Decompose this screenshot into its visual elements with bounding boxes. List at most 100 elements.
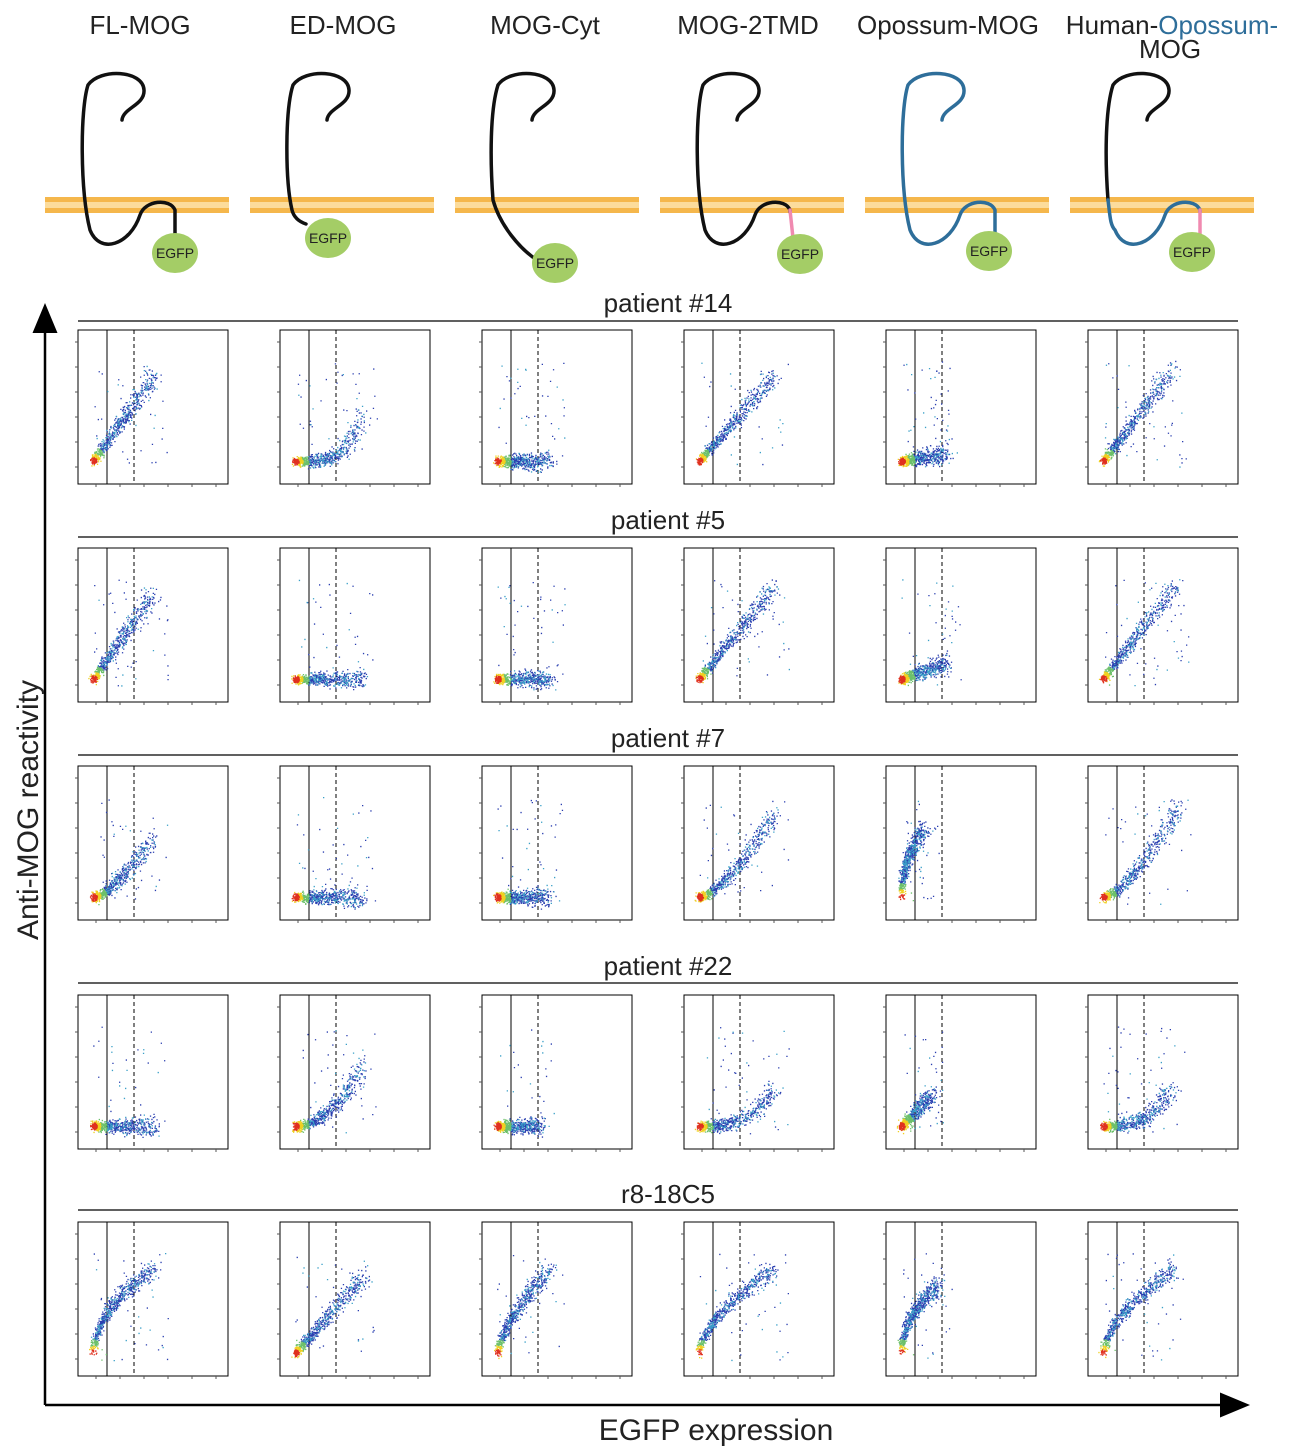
events xyxy=(1099,890,1112,904)
events xyxy=(1098,453,1111,467)
events xyxy=(701,449,710,459)
plot-frame xyxy=(77,547,229,703)
events xyxy=(494,457,502,466)
membrane-core xyxy=(45,202,229,208)
flow-plot xyxy=(883,547,1037,705)
events xyxy=(90,675,98,684)
egfp xyxy=(532,243,578,283)
flow-plot xyxy=(681,329,835,487)
events xyxy=(98,888,108,906)
events xyxy=(1100,675,1108,684)
protein-chain xyxy=(489,71,556,264)
events xyxy=(898,1122,906,1131)
events xyxy=(695,1345,705,1359)
column-title: MOG-Cyt xyxy=(490,10,601,40)
plot-frame xyxy=(1087,1221,1239,1377)
events xyxy=(1100,1349,1107,1356)
column-title: MOG-2TMD xyxy=(677,10,819,40)
events xyxy=(899,1253,953,1354)
egfp-label: EGFP xyxy=(1173,244,1211,260)
protein-chain xyxy=(695,71,792,246)
events xyxy=(308,1030,367,1134)
egfp-label: EGFP xyxy=(970,243,1008,259)
events xyxy=(1099,893,1108,901)
row-label: patient #14 xyxy=(604,288,733,318)
egfp xyxy=(305,218,351,258)
events xyxy=(1098,671,1111,683)
membrane-core xyxy=(455,202,639,208)
events xyxy=(1105,360,1187,464)
protein-chain xyxy=(80,71,177,246)
plot-frame xyxy=(77,329,229,485)
flow-plot xyxy=(681,547,835,705)
events xyxy=(710,1027,790,1135)
plot-frame xyxy=(279,1221,431,1377)
row-label: patient #7 xyxy=(611,723,725,753)
construct: EGFP xyxy=(1070,71,1254,272)
flow-plot xyxy=(681,994,835,1152)
events xyxy=(1108,1118,1118,1133)
events xyxy=(100,799,167,900)
events xyxy=(898,1349,905,1355)
events xyxy=(899,1345,909,1353)
events xyxy=(494,893,502,902)
plot-frame xyxy=(481,765,633,921)
events xyxy=(96,365,158,453)
title-part: Opossum- xyxy=(1158,10,1278,40)
events xyxy=(898,894,906,901)
protein-chain xyxy=(788,208,795,240)
events xyxy=(94,666,105,677)
events xyxy=(1098,1345,1110,1359)
construct: EGFP xyxy=(455,71,639,283)
events xyxy=(904,1031,944,1127)
events xyxy=(1107,888,1118,901)
plot-frame xyxy=(1087,547,1239,703)
events xyxy=(695,672,707,684)
events xyxy=(898,889,907,895)
events xyxy=(1100,1339,1116,1351)
flow-plot xyxy=(1085,329,1239,487)
flow-plot xyxy=(75,547,229,705)
plot-frame xyxy=(279,765,431,921)
egfp-label: EGFP xyxy=(781,246,819,262)
flow-plot xyxy=(883,329,1037,487)
egfp xyxy=(966,231,1012,271)
membrane-core xyxy=(250,202,434,208)
plot-frame xyxy=(77,1221,229,1377)
column-title: Human-Opossum- xyxy=(1066,10,1278,40)
flow-plot xyxy=(75,1221,229,1379)
events xyxy=(898,457,906,466)
flow-plot xyxy=(479,547,633,705)
flow-plot xyxy=(277,329,431,487)
events xyxy=(1103,1253,1184,1357)
column-title: ED-MOG xyxy=(290,10,397,40)
events xyxy=(1100,1122,1108,1131)
events xyxy=(89,1349,98,1356)
events xyxy=(896,1118,910,1135)
events xyxy=(301,890,310,905)
events xyxy=(901,1279,946,1359)
construct: EGFP xyxy=(865,71,1049,271)
events xyxy=(898,800,934,885)
events xyxy=(503,454,512,469)
events xyxy=(91,453,102,467)
events xyxy=(292,1120,304,1133)
membrane-core xyxy=(865,202,1049,208)
egfp-label: EGFP xyxy=(536,255,574,271)
flow-plot xyxy=(1085,547,1239,705)
events xyxy=(89,1345,99,1351)
events xyxy=(897,1339,915,1356)
events xyxy=(291,891,304,903)
column-title: FL-MOG xyxy=(89,10,190,40)
row-label: patient #22 xyxy=(604,951,733,981)
protein-chain xyxy=(1104,71,1171,202)
events xyxy=(292,457,300,466)
plot-frame xyxy=(683,547,835,703)
events xyxy=(898,675,906,684)
flow-plot xyxy=(883,994,1037,1152)
egfp xyxy=(152,233,198,273)
events xyxy=(291,674,304,686)
egfp-label: EGFP xyxy=(309,230,347,246)
events xyxy=(696,1122,704,1131)
